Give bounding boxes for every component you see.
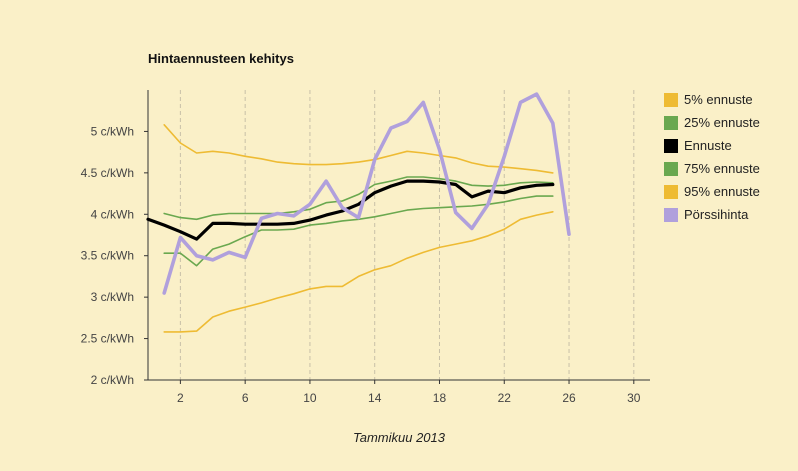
legend-swatch [664, 207, 678, 222]
legend-item: 5% ennuste [664, 88, 760, 111]
x-tick-label: 6 [242, 391, 249, 405]
y-tick-label: 3 c/kWh [91, 290, 134, 304]
legend-item: Ennuste [664, 134, 760, 157]
axes [144, 90, 650, 384]
legend-swatch [664, 161, 678, 176]
legend-item: Pörssihinta [664, 203, 760, 226]
x-tick-label: 22 [498, 391, 512, 405]
x-tick-label: 30 [627, 391, 641, 405]
chart-title: Hintaennusteen kehitys [148, 51, 294, 66]
legend-swatch [664, 138, 678, 153]
legend-item: 25% ennuste [664, 111, 760, 134]
legend: 5% ennuste 25% ennuste Ennuste 75% ennuste 9… [664, 88, 760, 226]
y-tick-label: 2 c/kWh [91, 373, 134, 387]
x-tick-label: 26 [562, 391, 576, 405]
y-tick-label: 3.5 c/kWh [81, 249, 134, 263]
y-tick-label: 5 c/kWh [91, 124, 134, 138]
legend-label: Ennuste [684, 138, 732, 153]
series-line-5 [162, 92, 571, 295]
x-tick-label: 2 [177, 391, 184, 405]
series-line-2 [146, 179, 555, 241]
y-tick-label: 4.5 c/kWh [81, 166, 134, 180]
legend-swatch [664, 184, 678, 199]
legend-label: 5% ennuste [684, 92, 753, 107]
x-tick-label: 18 [433, 391, 447, 405]
x-axis-label: Tammikuu 2013 [353, 430, 446, 445]
legend-label: Pörssihinta [684, 207, 749, 222]
legend-swatch [664, 115, 678, 130]
legend-item: 75% ennuste [664, 157, 760, 180]
legend-label: 75% ennuste [684, 161, 760, 176]
x-tick-label: 10 [303, 391, 317, 405]
legend-label: 95% ennuste [684, 184, 760, 199]
series-line-4 [163, 211, 554, 333]
series-line-1 [163, 176, 554, 221]
series-line-0 [163, 124, 554, 174]
legend-swatch [664, 92, 678, 107]
x-tick-label: 14 [368, 391, 382, 405]
y-tick-label: 4 c/kWh [91, 207, 134, 221]
tick-labels: 2 c/kWh 2.5 c/kWh 3 c/kWh 3.5 c/kWh 4 c/kWh 4… [81, 124, 641, 405]
data-lines [146, 92, 571, 333]
legend-item: 95% ennuste [664, 180, 760, 203]
y-tick-label: 2.5 c/kWh [81, 332, 134, 346]
legend-label: 25% ennuste [684, 115, 760, 130]
